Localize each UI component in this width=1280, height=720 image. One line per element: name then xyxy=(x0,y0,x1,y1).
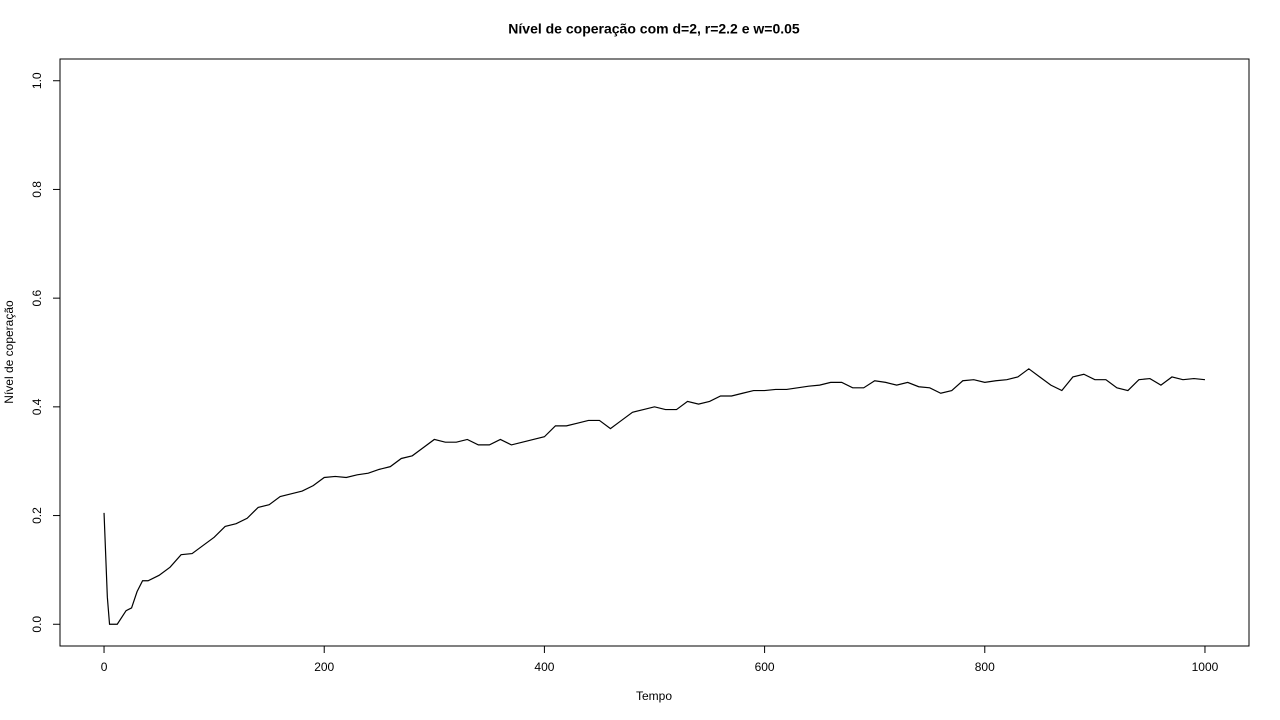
y-tick-label: 1.0 xyxy=(30,72,44,89)
x-tick-label: 1000 xyxy=(1192,660,1219,674)
chart-title: Nível de coperação com d=2, r=2.2 e w=0.… xyxy=(508,21,800,37)
y-tick-label: 0.8 xyxy=(30,181,44,198)
x-axis-label: Tempo xyxy=(636,689,672,703)
data-line xyxy=(103,368,1206,625)
plot-box xyxy=(59,58,1250,647)
y-tick-label: 0.4 xyxy=(30,398,44,415)
x-tick-label: 200 xyxy=(314,660,334,674)
y-tick-label: 0.2 xyxy=(30,507,44,524)
x-tick-label: 600 xyxy=(755,660,775,674)
x-tick-label: 800 xyxy=(975,660,995,674)
x-tick-label: 0 xyxy=(101,660,108,674)
y-tick-label: 0.6 xyxy=(30,289,44,306)
y-axis-label: Nível de coperação xyxy=(2,300,16,404)
x-tick-label: 400 xyxy=(534,660,554,674)
y-tick-label: 0.0 xyxy=(30,616,44,633)
